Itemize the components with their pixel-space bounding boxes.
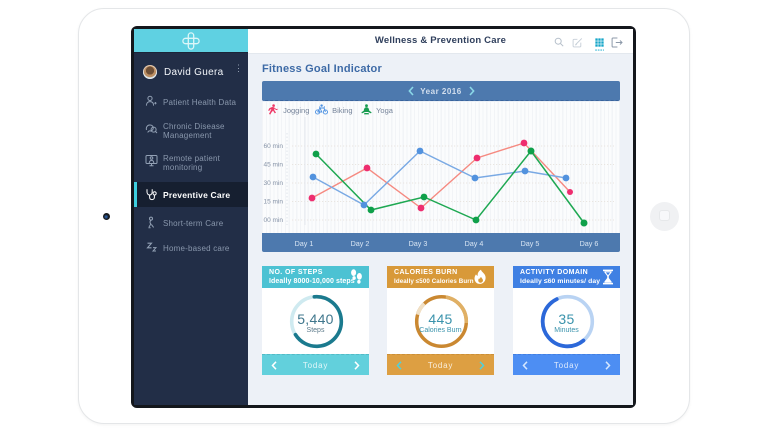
svg-text:15 min: 15 min xyxy=(263,199,283,206)
svg-text:60 min: 60 min xyxy=(263,143,283,150)
svg-text:30 min: 30 min xyxy=(263,180,283,187)
svg-text:00 min: 00 min xyxy=(263,217,283,224)
svg-text:45 min: 45 min xyxy=(263,162,283,169)
